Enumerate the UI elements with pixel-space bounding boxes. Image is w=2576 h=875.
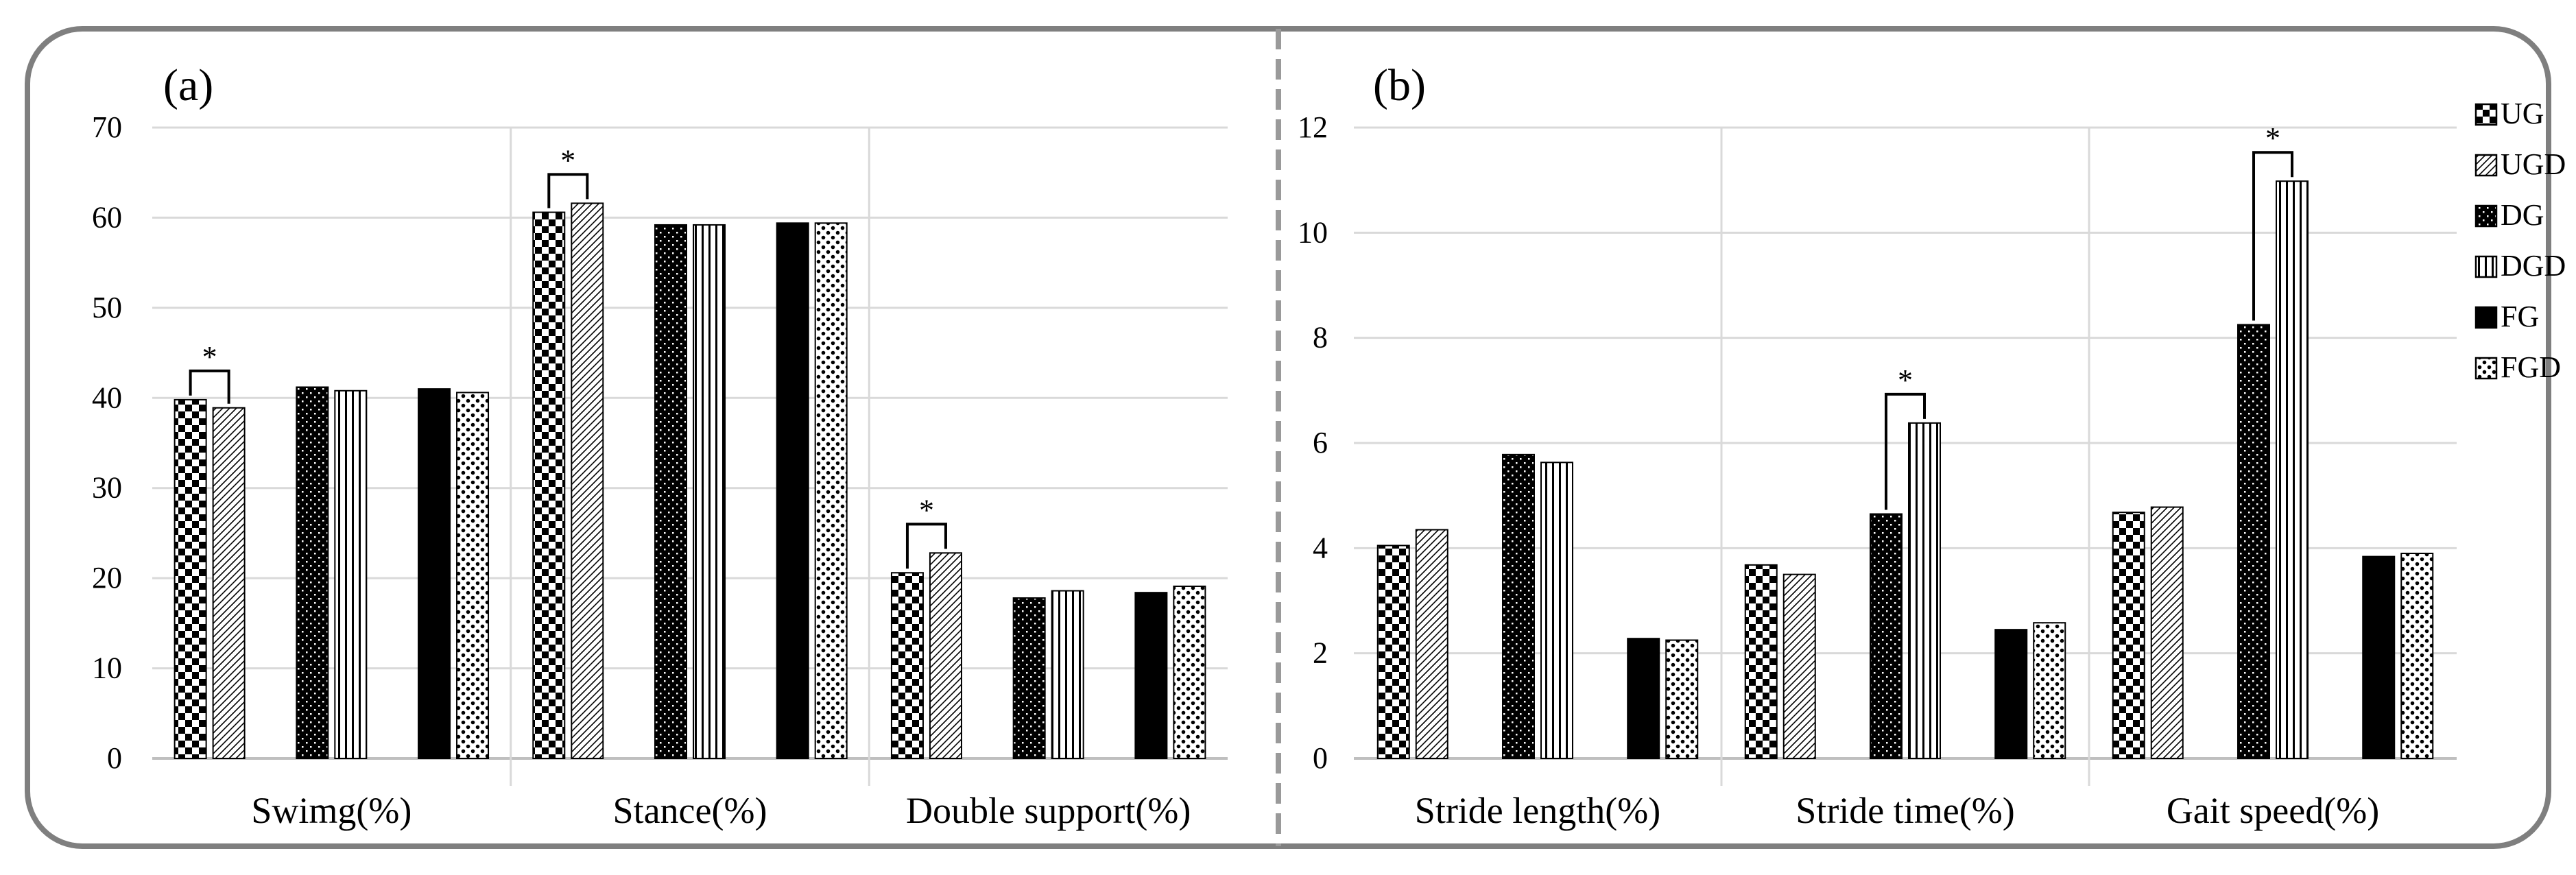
bar-dg-gait-speed — [2237, 324, 2270, 759]
bar-fg-stride-length — [1627, 638, 1660, 760]
y-tick-label: 50 — [92, 291, 122, 324]
bar-fg-swimg — [418, 388, 451, 759]
y-tick-label: 8 — [1313, 321, 1328, 355]
bar-ugd-gait-speed — [2150, 506, 2184, 759]
y-tick-label: 2 — [1313, 636, 1328, 670]
significance-bracket — [189, 369, 230, 404]
legend-label-ug: UG — [2501, 97, 2544, 130]
bar-ug-stance — [532, 211, 566, 759]
bar-ug-gait-speed — [2112, 512, 2145, 759]
panel-b-category-separators — [1720, 128, 2090, 786]
bar-ugd-stance — [571, 202, 604, 759]
bar-fg-stride-time — [1994, 629, 2028, 760]
bar-fgd-stride-length — [1665, 639, 1699, 759]
significance-bracket — [1885, 392, 1926, 510]
x-category-label: Stride length(%) — [1415, 790, 1660, 831]
y-tick-label: 4 — [1313, 531, 1328, 564]
significance-star: * — [560, 143, 575, 177]
bar-ugd-stride-time — [1782, 573, 1816, 760]
bar-dgd-gait-speed — [2276, 180, 2309, 759]
bar-fgd-double-support — [1173, 585, 1206, 759]
bar-fgd-swimg — [456, 392, 490, 759]
y-tick-label: 10 — [1298, 215, 1328, 249]
panel-a-x-labels: Swimg(%) Stance(%) Double support(%) — [251, 790, 1191, 831]
legend-label-fg: FG — [2501, 300, 2539, 333]
significance-star: * — [919, 493, 934, 527]
bar-fgd-stance — [814, 222, 848, 760]
y-tick-label: 10 — [92, 651, 122, 685]
y-tick-label: 0 — [107, 741, 122, 775]
legend-swatch-ug — [2474, 103, 2498, 126]
legend-swatch-fg — [2474, 306, 2498, 329]
panel-b-label: (b) — [1373, 60, 1426, 110]
x-category-label: Gait speed(%) — [2167, 790, 2379, 831]
panel-b-grid — [1354, 126, 2457, 760]
x-category-label: Stance(%) — [613, 790, 767, 831]
y-tick-label: 0 — [1313, 741, 1328, 775]
significance-star: * — [1898, 363, 1913, 397]
bar-ugd-swimg — [212, 407, 246, 759]
panel-a-significance: * * * — [189, 143, 947, 569]
bar-dg-stride-length — [1502, 453, 1535, 759]
bar-ug-swimg — [174, 398, 207, 759]
bar-dg-stance — [654, 224, 687, 759]
panel-a-grid — [152, 126, 1228, 760]
bar-ugd-double-support — [929, 552, 962, 759]
bar-ug-double-support — [890, 572, 924, 759]
bar-dgd-double-support — [1051, 590, 1084, 759]
bar-ugd-stride-length — [1415, 529, 1448, 759]
y-tick-label: 60 — [92, 200, 122, 234]
significance-bracket — [547, 173, 589, 208]
y-tick-label: 12 — [1298, 110, 1328, 144]
bar-dg-swimg — [296, 386, 329, 759]
bar-fg-gait-speed — [2362, 555, 2396, 759]
bar-ug-stride-length — [1376, 544, 1410, 759]
x-category-label: Swimg(%) — [251, 790, 412, 831]
x-category-label: Double support(%) — [906, 790, 1191, 831]
legend: UG UGD DG DGD FG FGD — [2474, 97, 2566, 384]
bar-fgd-gait-speed — [2400, 553, 2434, 759]
legend-swatch-dgd — [2474, 255, 2498, 278]
panel-a-label: (a) — [163, 60, 213, 110]
y-tick-label: 40 — [92, 381, 122, 414]
panel-b-y-ticks: 0 2 4 6 8 10 12 — [1298, 110, 1328, 775]
legend-label-dgd: DGD — [2501, 249, 2566, 283]
significance-bracket — [905, 523, 947, 569]
bar-dgd-swimg — [334, 389, 368, 759]
panel-b-significance: ** — [1885, 121, 2293, 510]
bar-dgd-stance — [693, 224, 726, 759]
panel-a-chart: (a) * * * 0 10 20 30 40 50 60 70 Swimg(%) Stance(%… — [92, 60, 1228, 831]
x-category-label: Stride time(%) — [1796, 790, 2014, 831]
y-tick-label: 30 — [92, 471, 122, 505]
panel-a-category-separators — [510, 128, 870, 786]
panel-a-y-ticks: 0 10 20 30 40 50 60 70 — [92, 110, 122, 775]
significance-bracket — [2252, 151, 2293, 321]
legend-label-ugd: UGD — [2501, 147, 2566, 181]
panel-b-x-labels: Stride length(%) Stride time(%) Gait speed… — [1415, 790, 2379, 831]
legend-swatch-fgd — [2474, 357, 2498, 380]
panel-b-bars — [1376, 180, 2434, 760]
legend-swatch-dg — [2474, 204, 2498, 228]
legend-label-dg: DG — [2501, 198, 2544, 232]
panel-a-bars — [174, 202, 1206, 760]
bar-dgd-stride-length — [1540, 462, 1573, 759]
bar-ug-stride-time — [1744, 564, 1778, 759]
significance-star: * — [2265, 121, 2280, 155]
bar-fgd-stride-time — [2033, 622, 2066, 760]
y-tick-label: 20 — [92, 561, 122, 595]
legend-label-fgd: FGD — [2501, 350, 2561, 384]
bar-fg-double-support — [1134, 592, 1168, 760]
y-tick-label: 6 — [1313, 426, 1328, 459]
significance-star: * — [202, 340, 217, 374]
bar-dgd-stride-time — [1908, 422, 1941, 759]
bar-dg-stride-time — [1870, 513, 1903, 759]
y-tick-label: 70 — [92, 110, 122, 144]
bar-dg-double-support — [1012, 597, 1046, 759]
legend-swatch-ugd — [2474, 154, 2498, 177]
bar-fg-stance — [776, 222, 809, 760]
